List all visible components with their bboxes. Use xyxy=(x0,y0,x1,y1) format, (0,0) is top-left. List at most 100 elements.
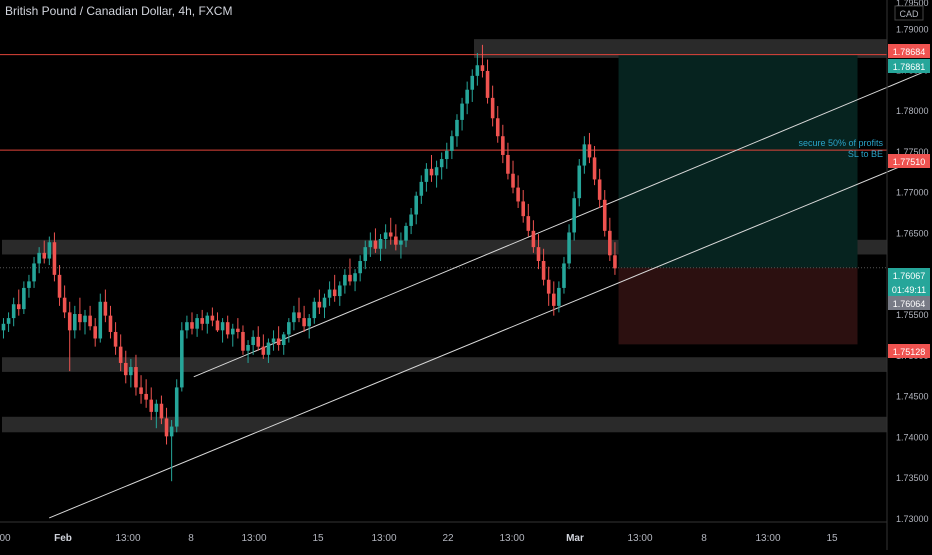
candle-body xyxy=(164,418,169,437)
sr-zone xyxy=(2,416,887,433)
time-tick-label: 8 xyxy=(188,533,194,544)
candle-body xyxy=(78,314,82,323)
candle-body xyxy=(139,387,143,394)
candle-body xyxy=(444,150,449,160)
candle-body xyxy=(27,281,31,288)
currency-badge[interactable] xyxy=(894,5,924,21)
candle-body xyxy=(42,252,47,259)
candle-body xyxy=(276,338,281,346)
price-tick-label: 1.79000 xyxy=(896,25,929,35)
candle-body xyxy=(98,301,103,339)
time-tick-label: 13:00 xyxy=(241,533,266,544)
candle-body xyxy=(57,274,62,298)
candle-body xyxy=(501,136,505,155)
candle-body xyxy=(409,214,413,226)
candle-body xyxy=(271,338,276,343)
price-axis-label-text: 1.76064 xyxy=(893,299,926,309)
candle-body xyxy=(506,154,510,174)
candle-body xyxy=(419,181,424,196)
time-tick-label: Mar xyxy=(566,533,584,544)
price-tick-label: 1.73000 xyxy=(896,514,929,524)
price-axis-label[interactable] xyxy=(888,282,930,296)
candle-body xyxy=(22,287,26,310)
symbol-title: British Pound / Canadian Dollar, 4h, FXC… xyxy=(5,4,233,18)
candle-body xyxy=(567,232,571,264)
price-axis-label[interactable] xyxy=(888,154,930,168)
candle-body xyxy=(582,144,587,166)
candle-body xyxy=(434,167,439,176)
candle-body xyxy=(541,261,546,280)
candle-body xyxy=(332,289,337,297)
candle-body xyxy=(317,301,322,308)
trendline[interactable] xyxy=(49,156,923,519)
candle-body xyxy=(424,168,429,182)
price-axis-label[interactable] xyxy=(888,344,930,358)
candle-body xyxy=(113,331,118,347)
candle-body xyxy=(327,289,332,298)
time-tick-label: 8 xyxy=(701,533,707,544)
loss-zone[interactable] xyxy=(618,267,858,345)
trendline[interactable] xyxy=(193,72,923,378)
candle-body xyxy=(144,393,148,400)
candle-body xyxy=(577,165,582,199)
price-tick-label: 1.75500 xyxy=(896,310,929,320)
candle-body xyxy=(485,70,490,98)
candle-body xyxy=(399,240,403,245)
candle-body xyxy=(378,238,383,249)
candle-body xyxy=(404,225,408,241)
candle-body xyxy=(526,216,531,231)
sr-zone xyxy=(2,357,887,372)
time-tick-label: Feb xyxy=(54,533,72,544)
candle-body xyxy=(302,318,306,327)
annotation-line-2: SL to BE xyxy=(848,149,883,159)
candle-body xyxy=(16,304,21,310)
candle-body xyxy=(613,255,617,269)
candle-body xyxy=(154,403,159,412)
candle-body xyxy=(465,89,469,104)
candle-body xyxy=(73,314,77,331)
candle-body xyxy=(343,274,347,286)
candle-body xyxy=(592,157,597,180)
candle-body xyxy=(608,230,612,256)
time-tick-label: 13:00 xyxy=(755,533,780,544)
candle-body xyxy=(536,247,541,261)
price-axis-label[interactable] xyxy=(888,44,930,58)
time-tick-label: 13:00 xyxy=(371,533,396,544)
candle-body xyxy=(511,173,515,188)
time-tick-label: 13:00 xyxy=(627,533,652,544)
candle-body xyxy=(62,297,67,313)
candle-body xyxy=(470,75,475,90)
candle-body xyxy=(475,65,480,76)
price-axis-label[interactable] xyxy=(888,296,930,310)
candle-body xyxy=(37,252,41,264)
candle-body xyxy=(572,198,576,233)
candle-body xyxy=(88,315,92,327)
price-axis-label[interactable] xyxy=(888,268,930,282)
candle-body xyxy=(480,65,485,71)
sr-zone xyxy=(474,39,887,58)
candle-body xyxy=(190,322,194,329)
candle-body xyxy=(159,403,164,419)
candle-body xyxy=(236,328,240,332)
currency-label: CAD xyxy=(899,9,919,19)
candle-body xyxy=(230,328,235,335)
price-axis-label[interactable] xyxy=(888,59,930,73)
candle-body xyxy=(118,346,123,363)
time-tick-label: 15 xyxy=(312,533,324,544)
candle-body xyxy=(67,312,72,331)
profit-zone[interactable] xyxy=(618,54,858,268)
candle-body xyxy=(531,230,536,248)
candle-body xyxy=(358,261,362,274)
candle-body xyxy=(241,331,245,351)
candle-body xyxy=(388,232,393,237)
candle-body xyxy=(348,274,352,282)
candle-body xyxy=(108,315,113,332)
candle-body xyxy=(297,312,301,319)
candle-body xyxy=(52,242,57,275)
candle-body xyxy=(353,273,357,282)
candle-body xyxy=(11,304,16,319)
candle-body xyxy=(256,336,261,347)
candle-body xyxy=(6,318,11,324)
